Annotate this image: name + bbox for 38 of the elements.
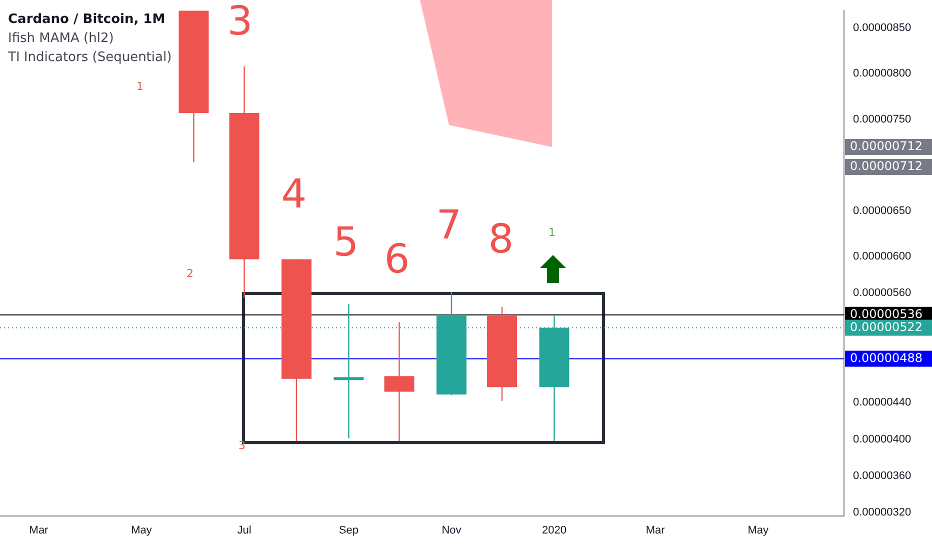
annotation: 5 xyxy=(333,219,359,266)
ref-line-label: 0.00000522 xyxy=(850,320,923,334)
annotation: TI Indicators (Sequential) xyxy=(8,49,172,67)
text: 0.00000712 xyxy=(850,159,923,174)
x-tick-label: May xyxy=(748,524,769,537)
text: 0.00000712 xyxy=(850,139,923,154)
y-tick-label: 0.00000600 xyxy=(853,250,912,262)
y-tick-label: 0.00000800 xyxy=(853,68,912,80)
x-tick-label: Jul xyxy=(237,524,252,537)
text: Ifish MAMA (hl2) xyxy=(8,30,115,48)
x-tick-label: May xyxy=(131,524,152,537)
annotation: 8 xyxy=(488,216,514,262)
x-tick-label: 2020 xyxy=(542,524,566,537)
y-tick-label: 0.00000750 xyxy=(853,113,912,126)
ref-line-label: 0.00000536 xyxy=(850,307,923,322)
y-tick-label: 0.00000850 xyxy=(853,22,912,34)
x-tick-label: Mar xyxy=(646,524,666,537)
y-tick-label: 0.00000320 xyxy=(853,506,912,518)
y-tick-label: 0.00000360 xyxy=(853,470,912,482)
y-tick-label: 0.00000400 xyxy=(853,433,912,446)
annotation: 2 xyxy=(186,266,194,280)
y-tick-label: 0.00000560 xyxy=(853,287,912,300)
annotation: 1 xyxy=(136,80,144,93)
annotation: 3 xyxy=(227,0,253,44)
candlestick xyxy=(334,303,364,439)
x-tick-label: Sep xyxy=(338,524,359,537)
y-tick-label: 0.00000650 xyxy=(853,204,912,217)
x-tick-label: Nov xyxy=(442,524,462,537)
chart-title: Cardano / Bitcoin, 1M xyxy=(8,11,166,29)
annotation: 3 xyxy=(238,438,246,452)
y-tick-label: 0.00000440 xyxy=(853,396,912,409)
candlestick xyxy=(384,322,414,442)
annotation: 1 xyxy=(548,226,556,239)
ref-line-label: 0.00000488 xyxy=(850,350,923,365)
x-tick-label: Mar xyxy=(29,524,49,537)
annotation: 6 xyxy=(384,236,410,282)
annotation: 4 xyxy=(281,171,307,218)
annotation: 7 xyxy=(436,202,462,248)
